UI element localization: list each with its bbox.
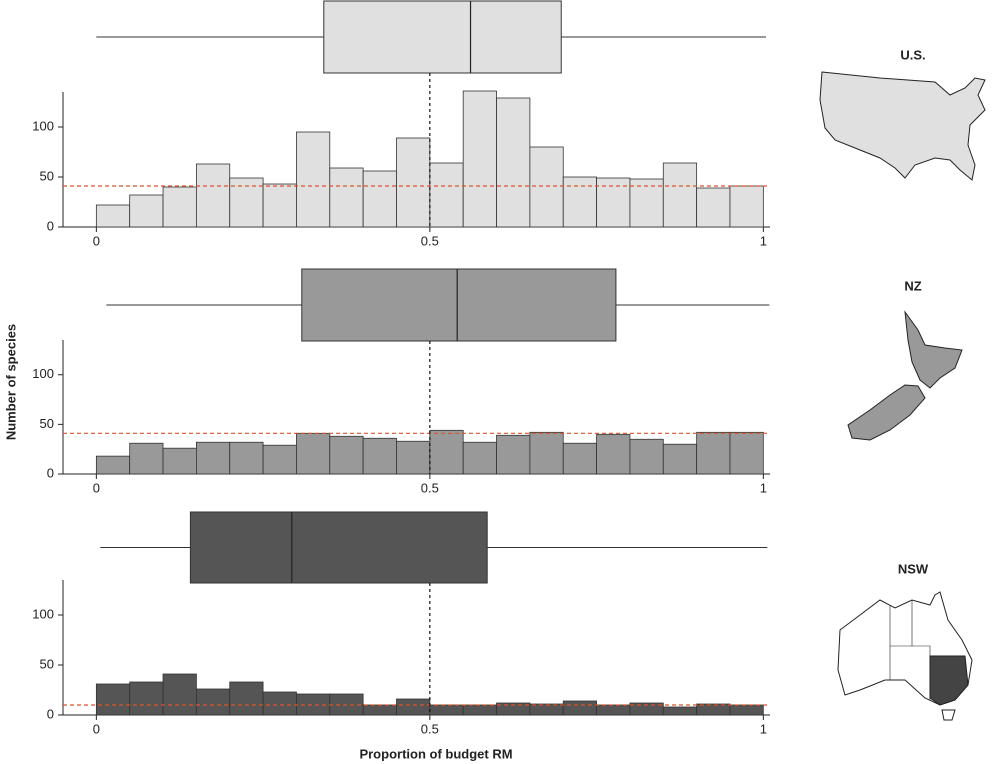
bar (129, 194, 164, 228)
y-tick-label: 100 (32, 118, 54, 133)
bar (329, 167, 364, 228)
region-label: NZ (904, 278, 921, 293)
bar (362, 437, 397, 475)
bar (729, 431, 764, 475)
bar (229, 441, 264, 475)
y-tick-label: 0 (47, 218, 54, 233)
bar (195, 688, 231, 716)
us-map (819, 71, 986, 181)
box (301, 268, 617, 342)
x-tick-label: 0 (93, 721, 100, 736)
bar (396, 137, 431, 228)
bar (162, 673, 197, 716)
box (189, 511, 488, 584)
bar (462, 441, 497, 475)
bar (562, 176, 597, 228)
y-tick-label: 50 (40, 416, 54, 431)
x-tick-label: 0.5 (421, 480, 439, 495)
bar (529, 703, 564, 716)
bar (662, 162, 698, 228)
x-tick-label: 0.5 (421, 233, 439, 248)
bar (429, 162, 464, 228)
y-tick-label: 50 (40, 656, 54, 671)
bar (596, 704, 631, 716)
bar (129, 681, 164, 716)
y-tick-label: 0 (47, 465, 54, 480)
x-tick-label: 1 (760, 480, 767, 495)
bar (195, 441, 231, 475)
bar (596, 177, 631, 228)
y-axis-label: Number of species (3, 324, 18, 440)
y-tick-label: 0 (47, 706, 54, 721)
y-tick-label: 50 (40, 168, 54, 183)
bar (362, 704, 397, 716)
bar (329, 435, 364, 475)
bar (129, 442, 164, 475)
bar (195, 163, 231, 228)
nz-map (847, 310, 963, 441)
bar (262, 183, 297, 228)
bar (162, 447, 197, 475)
bar (629, 178, 664, 228)
bar (662, 443, 698, 475)
x-tick-label: 0.5 (421, 721, 439, 736)
bar (462, 704, 497, 716)
bar (729, 704, 764, 716)
bar (529, 431, 564, 475)
x-tick-label: 0 (93, 233, 100, 248)
bar (596, 433, 631, 475)
bar (662, 706, 698, 716)
bar (296, 131, 331, 228)
bar (229, 177, 264, 228)
x-tick-label: 1 (760, 233, 767, 248)
bar (562, 700, 597, 716)
bar (396, 440, 431, 475)
bar (429, 429, 464, 475)
bar (729, 185, 764, 228)
bar (462, 90, 497, 228)
bar (296, 432, 331, 475)
region-label: U.S. (900, 47, 925, 62)
bar (262, 444, 297, 475)
bar (562, 442, 597, 475)
nsw-map (837, 591, 973, 721)
bar (496, 97, 531, 228)
bar (162, 186, 197, 228)
bar (696, 187, 731, 228)
bar (629, 438, 664, 475)
y-tick-label: 100 (32, 606, 54, 621)
box (323, 0, 562, 74)
x-axis-label: Proportion of budget RM (359, 746, 512, 761)
x-tick-label: 0 (93, 480, 100, 495)
x-tick-label: 1 (760, 721, 767, 736)
bar (95, 204, 131, 228)
bar (696, 431, 731, 475)
bar (396, 698, 431, 716)
bar (95, 455, 131, 475)
bar (429, 704, 464, 716)
region-label: NSW (898, 561, 929, 576)
bar (496, 434, 531, 475)
bar (362, 170, 397, 228)
bar (262, 691, 297, 716)
bar (229, 681, 264, 716)
bar (95, 683, 131, 716)
bar (529, 146, 564, 228)
y-tick-label: 100 (32, 366, 54, 381)
bar (696, 703, 731, 716)
